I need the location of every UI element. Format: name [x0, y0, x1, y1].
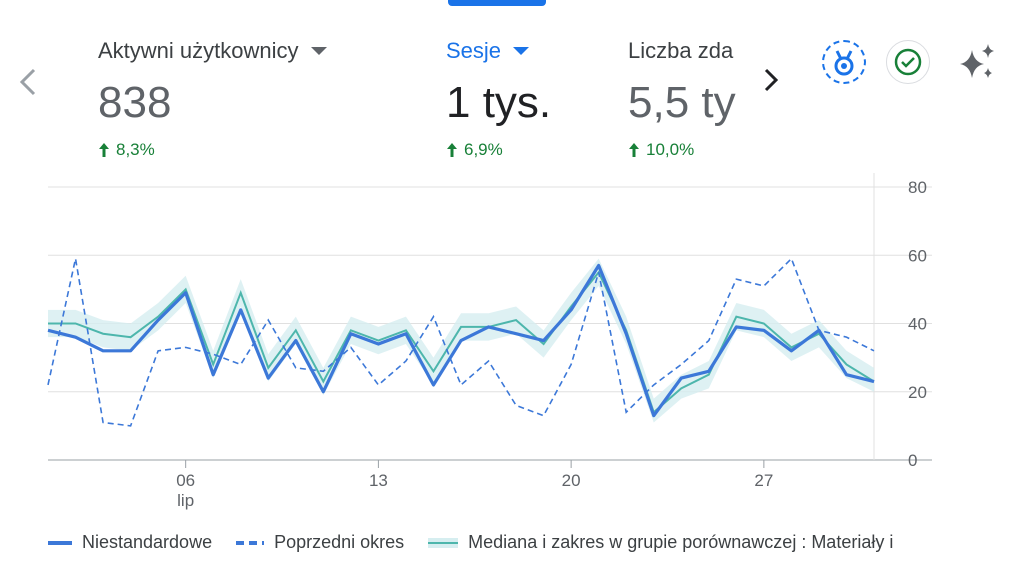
- check-button[interactable]: [886, 40, 930, 84]
- x-tick-label: 20: [562, 471, 581, 490]
- metric-label-text: Liczba zda: [628, 38, 734, 63]
- legend-item-peer[interactable]: Mediana i zakres w grupie porównawczej :…: [428, 532, 893, 553]
- legend-item-current[interactable]: Niestandardowe: [48, 532, 212, 553]
- chevron-left-icon[interactable]: [14, 62, 42, 102]
- metric-label[interactable]: Aktywni użytkownicy: [98, 38, 327, 64]
- x-tick-label: 13: [369, 471, 388, 490]
- legend-swatch-dashed: [236, 540, 265, 545]
- metric-sessions[interactable]: Sesje 1 tys. 6,9%: [446, 38, 551, 160]
- metric-label-text: Aktywni użytkownicy: [98, 38, 299, 63]
- chevron-right-icon[interactable]: [758, 60, 786, 100]
- arrow-up-icon: [99, 143, 109, 157]
- y-tick-label: 60: [908, 246, 927, 265]
- metric-value: 1 tys.: [446, 78, 552, 127]
- legend-swatch-band: [428, 537, 459, 548]
- caret-down-icon[interactable]: [310, 47, 327, 55]
- metric-label[interactable]: Liczba zda: [628, 38, 744, 64]
- caret-down-icon[interactable]: [513, 47, 530, 55]
- legend-swatch-solid: [48, 540, 72, 545]
- chart-legend: Niestandardowe Poprzedni okres Mediana i…: [48, 532, 917, 553]
- metric-delta: 8,3%: [98, 140, 327, 160]
- active-tab-indicator: [448, 0, 546, 6]
- metric-label-text: Sesje: [446, 38, 502, 63]
- metric-delta: 6,9%: [446, 140, 551, 160]
- series-current-line: [47, 263, 875, 418]
- x-tick-sublabel: lip: [177, 491, 194, 510]
- arrow-up-icon: [629, 143, 639, 157]
- arrow-up-icon: [447, 143, 457, 157]
- check-circle-icon: [894, 48, 922, 76]
- metric-value: 5,5 ty: [628, 78, 736, 127]
- medal-icon: [834, 50, 854, 76]
- metric-value: 838: [98, 78, 172, 127]
- series-peer-median-line: [48, 270, 875, 414]
- y-tick-label: 40: [908, 315, 927, 334]
- metric-delta-text: 8,3%: [116, 140, 155, 159]
- y-tick-label: 0: [908, 451, 917, 470]
- metric-active-users[interactable]: Aktywni użytkownicy 838 8,3%: [98, 38, 327, 160]
- metric-events[interactable]: Liczba zda 5,5 ty 10,0%: [628, 38, 744, 160]
- metric-delta-text: 10,0%: [646, 140, 695, 159]
- metric-delta: 10,0%: [628, 140, 744, 160]
- x-tick-label: 06: [176, 471, 195, 490]
- chart-lines-layer: [47, 257, 875, 427]
- medal-button[interactable]: [822, 40, 866, 84]
- legend-label: Poprzedni okres: [274, 532, 405, 552]
- y-tick-label: 20: [908, 383, 927, 402]
- metric-delta-text: 6,9%: [464, 140, 503, 159]
- x-tick-label: 27: [754, 471, 773, 490]
- series-previous-line: [47, 257, 875, 427]
- sparkle-icon[interactable]: [954, 40, 1002, 84]
- y-tick-label: 80: [908, 178, 927, 197]
- legend-item-previous[interactable]: Poprzedni okres: [236, 532, 404, 553]
- metric-label[interactable]: Sesje: [446, 38, 551, 64]
- legend-label: Mediana i zakres w grupie porównawczej :…: [468, 532, 894, 552]
- legend-label: Niestandardowe: [82, 532, 213, 552]
